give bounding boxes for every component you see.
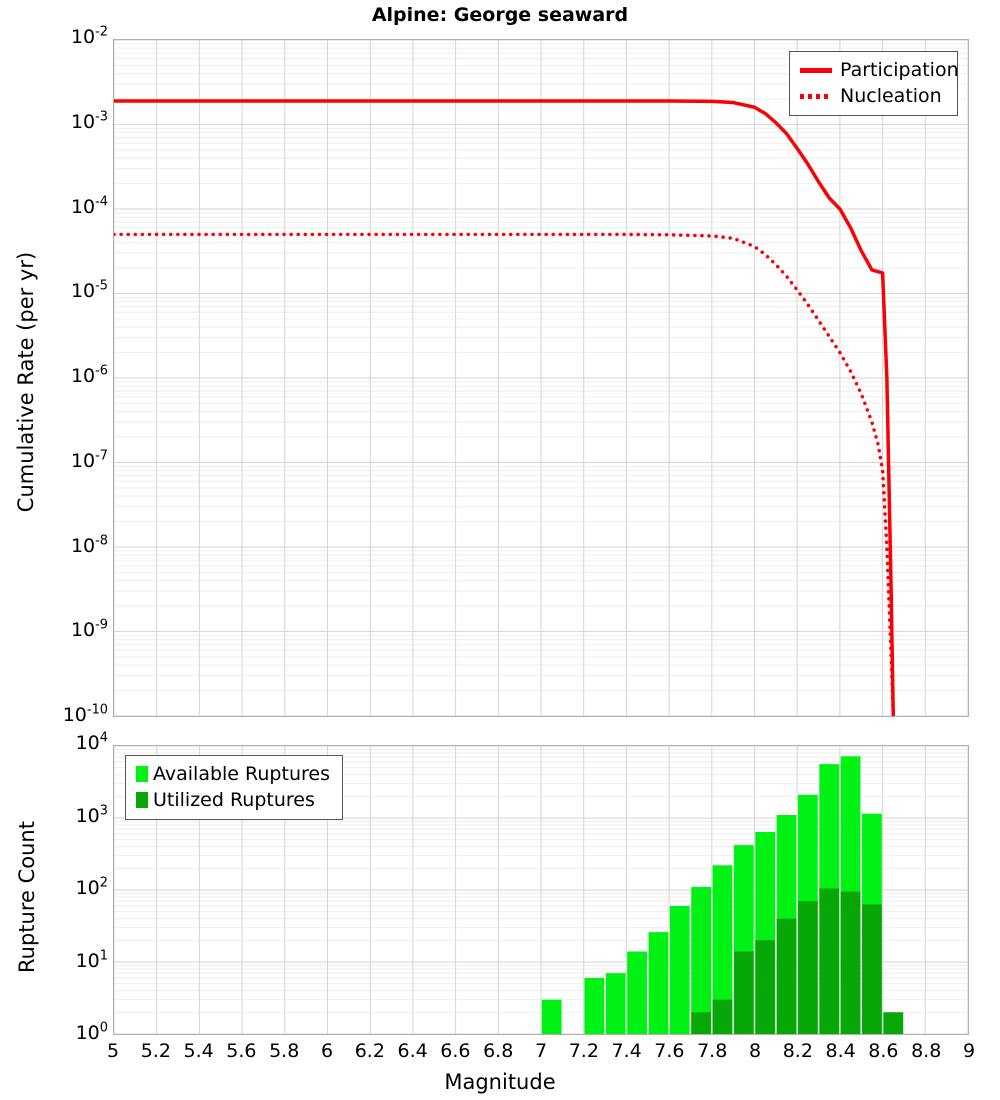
top-ytick-8: 10-10 xyxy=(62,702,108,726)
top-ytick-4: 10-6 xyxy=(70,363,108,387)
dark-green-square-icon xyxy=(136,792,148,808)
top-ytick-labels: 10-2 10-3 10-4 10-5 10-6 10-7 10-8 10-9 10-10 xyxy=(0,0,108,740)
xtick-16: 8.2 xyxy=(782,1040,813,1062)
top-ytick-5: 10-7 xyxy=(70,448,108,472)
xtick-18: 8.6 xyxy=(868,1040,899,1062)
legend-label-available-ruptures: Available Ruptures xyxy=(153,762,330,785)
legend-item-utilized-ruptures: Utilized Ruptures xyxy=(134,787,333,813)
page-title: Alpine: George seaward xyxy=(371,4,629,26)
xtick-3: 5.6 xyxy=(226,1040,257,1062)
bottom-ytick-4: 100 xyxy=(75,1020,108,1044)
top-ytick-7: 10-9 xyxy=(70,617,108,642)
top-y-axis-label: Cumulative Rate (per yr) xyxy=(14,251,38,513)
x-axis-label: Magnitude xyxy=(444,1070,556,1094)
bottom-ytick-0: 104 xyxy=(75,730,108,754)
xtick-8: 6.6 xyxy=(440,1040,471,1062)
dotted-line-icon xyxy=(798,86,834,106)
rupture-count-legend: Available Ruptures Utilized Ruptures xyxy=(125,755,343,820)
top-ytick-0: 10-2 xyxy=(70,24,108,48)
xtick-4: 5.8 xyxy=(269,1040,300,1062)
bottom-ytick-1: 103 xyxy=(75,803,108,827)
xtick-1: 5.2 xyxy=(140,1040,171,1062)
bottom-y-axis-label: Rupture Count xyxy=(15,821,39,973)
xtick-5: 6 xyxy=(320,1040,334,1062)
xtick-6: 6.2 xyxy=(354,1040,385,1062)
legend-label-participation: Participation xyxy=(840,58,959,81)
xtick-0: 5 xyxy=(106,1040,120,1062)
xtick-20: 9 xyxy=(962,1040,976,1062)
solid-line-icon xyxy=(798,60,834,80)
cumulative-rate-legend: Participation Nucleation xyxy=(789,51,959,116)
top-ytick-3: 10-5 xyxy=(70,278,108,303)
bottom-ytick-3: 101 xyxy=(75,948,108,972)
xtick-13: 7.6 xyxy=(654,1040,685,1062)
cumulative-rate-svg xyxy=(114,40,968,716)
xtick-12: 7.4 xyxy=(611,1040,642,1062)
xtick-15: 8 xyxy=(748,1040,762,1062)
top-ytick-6: 10-8 xyxy=(70,533,108,557)
xtick-10: 7 xyxy=(534,1040,548,1062)
xtick-7: 6.4 xyxy=(397,1040,428,1062)
legend-item-participation: Participation xyxy=(798,57,959,83)
legend-item-nucleation: Nucleation xyxy=(798,83,948,109)
legend-label-nucleation: Nucleation xyxy=(840,84,942,107)
xtick-17: 8.4 xyxy=(825,1040,856,1062)
legend-item-available-ruptures: Available Ruptures xyxy=(134,761,333,787)
xtick-9: 6.8 xyxy=(483,1040,514,1062)
green-square-icon xyxy=(136,766,148,782)
top-ytick-2: 10-4 xyxy=(70,194,108,218)
xtick-19: 8.8 xyxy=(911,1040,942,1062)
xtick-2: 5.4 xyxy=(183,1040,214,1062)
bottom-ytick-2: 102 xyxy=(75,875,108,899)
cumulative-rate-plot xyxy=(113,39,969,717)
xtick-11: 7.2 xyxy=(568,1040,599,1062)
legend-label-utilized-ruptures: Utilized Ruptures xyxy=(153,788,315,811)
top-ytick-1: 10-3 xyxy=(70,109,108,133)
xtick-14: 7.8 xyxy=(697,1040,728,1062)
bottom-ytick-labels: 104 103 102 101 100 xyxy=(0,0,108,1060)
